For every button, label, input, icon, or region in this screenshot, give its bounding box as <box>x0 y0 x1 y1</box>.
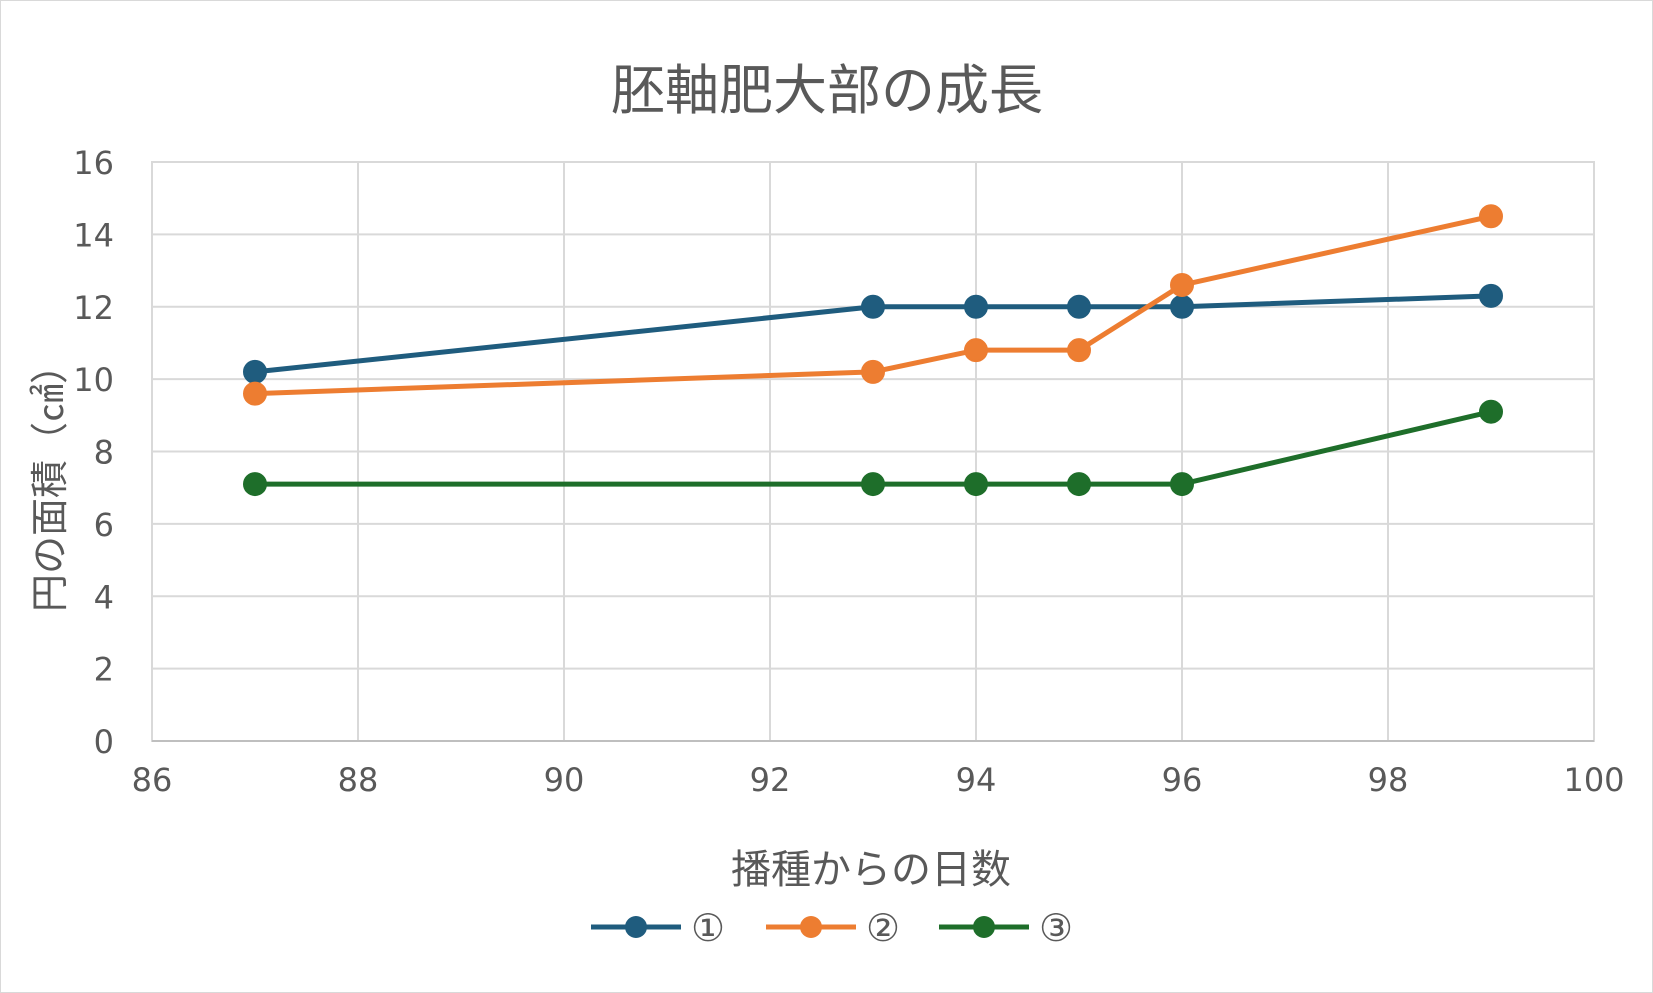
y-tick-label: 12 <box>73 289 114 327</box>
series-line <box>254 213 1492 397</box>
data-point <box>964 294 988 319</box>
legend-marker <box>625 916 647 938</box>
x-axis-title: 播種からの日数 <box>731 847 1011 893</box>
data-point <box>1170 472 1194 497</box>
y-tick-label: 6 <box>94 506 114 544</box>
data-point <box>1479 283 1503 308</box>
grid <box>151 161 1595 742</box>
data-point <box>1170 294 1194 319</box>
y-tick-label: 0 <box>94 723 114 761</box>
y-tick-label: 10 <box>73 361 114 399</box>
y-tick-label: 8 <box>94 434 114 472</box>
data-point <box>964 338 988 363</box>
data-point <box>861 472 885 497</box>
data-point <box>1067 338 1091 363</box>
x-tick-label: 100 <box>1563 761 1624 799</box>
legend-item-3: ③ <box>939 906 1073 950</box>
series-2 <box>243 204 1503 406</box>
x-tick-label: 88 <box>338 761 379 799</box>
axes: 0 2 4 6 8 10 12 14 16 86 88 90 92 94 96 98 100 <box>73 144 1624 799</box>
x-tick-label: 98 <box>1368 761 1409 799</box>
x-tick-label: 86 <box>132 761 173 799</box>
legend-marker <box>800 916 822 938</box>
series-line <box>255 409 1492 487</box>
data-point <box>243 472 267 497</box>
legend-marker <box>973 916 995 938</box>
chart-title: 胚軸肥大部の成長 <box>611 59 1043 122</box>
data-point <box>861 294 885 319</box>
y-tick-label: 16 <box>73 144 114 182</box>
data-point <box>1170 273 1194 298</box>
data-point <box>1479 204 1503 229</box>
y-axis-title: 円の面積（㎠） <box>28 346 72 612</box>
legend: ① ② ③ <box>591 906 1073 950</box>
x-tick-label: 94 <box>956 761 997 799</box>
y-tick-label: 4 <box>94 578 114 616</box>
legend-label: ② <box>866 906 900 950</box>
legend-item-2: ② <box>766 906 900 950</box>
data-point <box>243 381 267 406</box>
series-3 <box>243 399 1503 497</box>
data-point <box>243 359 267 384</box>
legend-item-1: ① <box>591 906 725 950</box>
x-tick-label: 92 <box>750 761 791 799</box>
x-tick-label: 96 <box>1162 761 1203 799</box>
legend-label: ③ <box>1039 906 1073 950</box>
x-tick-label: 90 <box>544 761 585 799</box>
data-point <box>1479 399 1503 424</box>
series-line <box>254 293 1492 375</box>
series-layer <box>243 204 1503 497</box>
data-point <box>964 472 988 497</box>
data-point <box>861 359 885 384</box>
data-point <box>1067 294 1091 319</box>
y-tick-label: 2 <box>94 651 114 689</box>
series-1 <box>243 283 1503 384</box>
data-point <box>1067 472 1091 497</box>
legend-label: ① <box>691 906 725 950</box>
y-tick-label: 14 <box>73 216 114 254</box>
